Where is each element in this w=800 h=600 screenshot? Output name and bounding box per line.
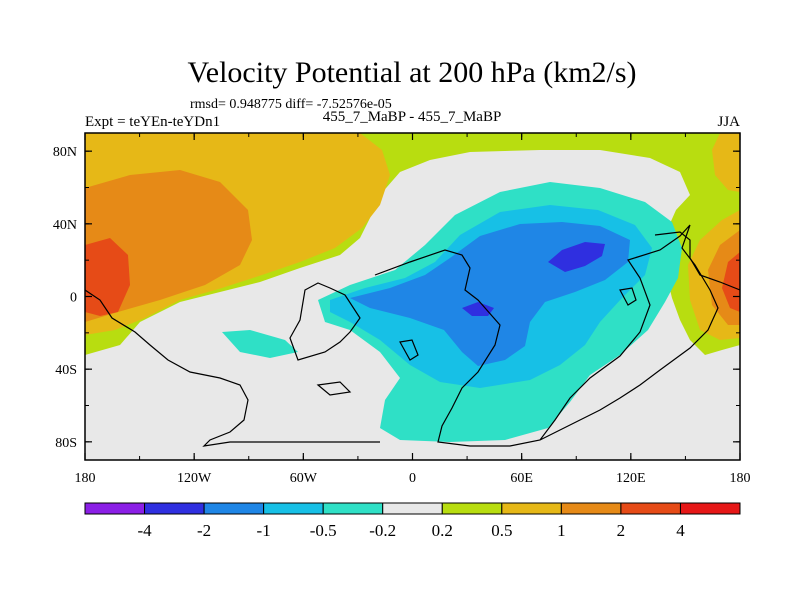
- region-pos-05-1-northeast: [712, 133, 740, 192]
- contour-field: [85, 133, 740, 460]
- x-tick-label: 60W: [290, 471, 318, 486]
- region-neg-2-4-b: [462, 302, 494, 316]
- x-axis: 180 120W 60W 0 60E 120E 180: [75, 133, 751, 486]
- center-label: 455_7_MaBP - 455_7_MaBP: [323, 109, 502, 125]
- x-tick-label: 180: [730, 471, 751, 486]
- y-axis: 80N 40N 0 40S 80S: [53, 145, 740, 451]
- colorbar-swatch: [322, 502, 384, 515]
- colorbar-label: -2: [197, 521, 211, 540]
- coast-europe-islands: [316, 381, 352, 396]
- colorbar-swatch: [203, 502, 265, 515]
- colorbar-label: 1: [557, 521, 566, 540]
- colorbar-swatch: [441, 502, 503, 515]
- x-tick-label: 0: [409, 471, 416, 486]
- coast-sumatra: [619, 287, 637, 306]
- chart-title: Velocity Potential at 200 hPa (km2/s): [187, 56, 636, 89]
- colorbar-swatch: [501, 502, 562, 515]
- region-neg-02-05-small: [222, 330, 298, 358]
- colorbar: -4 -2 -1 -0.5 -0.2 0.2 0.5 1 2 4: [84, 502, 741, 540]
- colorbar-label: -0.5: [310, 521, 337, 540]
- coast-south-america: [289, 282, 361, 361]
- x-tick-label: 180: [75, 471, 96, 486]
- x-tick-label: 120W: [177, 471, 212, 486]
- coast-asia-islands: [654, 231, 740, 291]
- colorbar-swatch: [144, 502, 205, 515]
- colorbar-label: 0.5: [491, 521, 512, 540]
- left-label: Expt = teYEn-teYDn1: [85, 114, 220, 130]
- y-tick-label: 40N: [53, 218, 77, 233]
- colorbar-swatch: [620, 502, 681, 515]
- colorbar-swatch: [263, 502, 324, 515]
- colorbar-swatch: [382, 502, 443, 515]
- colorbar-label: -0.2: [369, 521, 396, 540]
- stats-line: rmsd= 0.948775 diff= -7.52576e-05: [190, 97, 392, 112]
- y-tick-label: 40S: [55, 363, 77, 378]
- x-tick-label: 60E: [510, 471, 533, 486]
- colorbar-swatch: [679, 502, 741, 515]
- coastlines: [85, 224, 740, 447]
- coast-africa: [374, 224, 719, 447]
- y-tick-label: 80N: [53, 145, 77, 160]
- colorbar-label: -1: [257, 521, 271, 540]
- region-pos-2-4-north: [85, 238, 130, 316]
- right-label: JJA: [717, 114, 740, 130]
- colorbar-swatch: [560, 502, 622, 515]
- colorbar-label: 0.2: [432, 521, 453, 540]
- region-neg-2-4-a: [548, 242, 605, 272]
- coast-madagascar: [399, 339, 419, 361]
- colorbar-label: 4: [676, 521, 685, 540]
- coast-north-america: [85, 289, 380, 447]
- colorbar-label: -4: [137, 521, 152, 540]
- y-tick-label: 80S: [55, 436, 77, 451]
- colorbar-label: 2: [617, 521, 626, 540]
- colorbar-swatch: [84, 502, 146, 515]
- x-tick-label: 120E: [616, 471, 646, 486]
- y-tick-label: 0: [70, 291, 77, 306]
